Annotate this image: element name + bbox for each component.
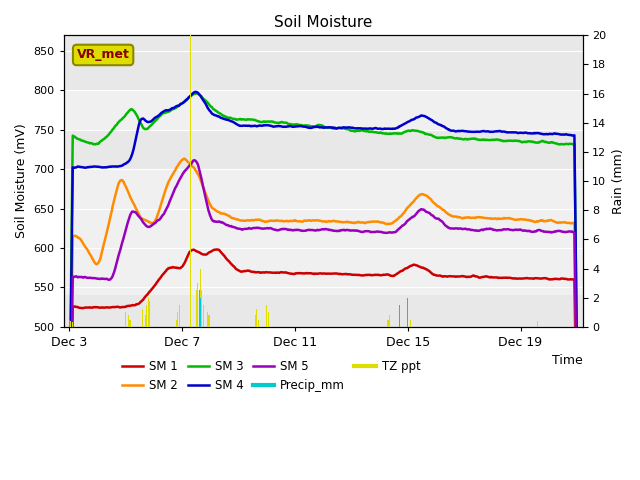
Bar bbox=[268, 312, 269, 327]
Legend: SM 1, SM 2, SM 3, SM 4, SM 5, Precip_mm, TZ ppt: SM 1, SM 2, SM 3, SM 4, SM 5, Precip_mm,… bbox=[118, 355, 425, 396]
Title: Soil Moisture: Soil Moisture bbox=[274, 15, 372, 30]
Bar bbox=[70, 321, 71, 327]
Bar bbox=[72, 323, 73, 327]
Bar bbox=[207, 312, 208, 327]
Y-axis label: Rain (mm): Rain (mm) bbox=[612, 148, 625, 214]
Bar bbox=[177, 312, 179, 327]
Bar bbox=[142, 309, 143, 327]
Bar bbox=[407, 298, 408, 327]
Bar bbox=[200, 298, 201, 327]
Bar bbox=[203, 305, 204, 327]
Bar bbox=[64, 169, 582, 248]
Bar bbox=[399, 305, 400, 327]
Bar bbox=[537, 321, 538, 327]
Bar bbox=[176, 320, 177, 327]
Bar bbox=[266, 305, 268, 327]
Bar bbox=[68, 320, 70, 327]
Bar bbox=[197, 283, 198, 327]
Bar bbox=[190, 36, 191, 327]
Bar bbox=[125, 312, 126, 327]
Bar bbox=[196, 290, 197, 327]
Bar bbox=[64, 248, 582, 295]
Bar bbox=[145, 315, 146, 327]
Bar bbox=[129, 320, 131, 327]
Bar bbox=[256, 309, 257, 327]
X-axis label: Time: Time bbox=[552, 354, 582, 367]
Bar bbox=[198, 298, 200, 327]
Bar bbox=[410, 320, 411, 327]
Bar bbox=[148, 298, 149, 327]
Bar bbox=[389, 315, 390, 327]
Bar bbox=[258, 320, 259, 327]
Bar bbox=[64, 90, 582, 130]
Bar bbox=[128, 315, 129, 327]
Bar bbox=[198, 290, 200, 327]
Y-axis label: Soil Moisture (mV): Soil Moisture (mV) bbox=[15, 124, 28, 239]
Bar bbox=[200, 268, 201, 327]
Text: VR_met: VR_met bbox=[77, 48, 129, 61]
Bar bbox=[387, 320, 388, 327]
Bar bbox=[179, 305, 180, 327]
Bar bbox=[149, 300, 150, 327]
Bar bbox=[255, 315, 256, 327]
